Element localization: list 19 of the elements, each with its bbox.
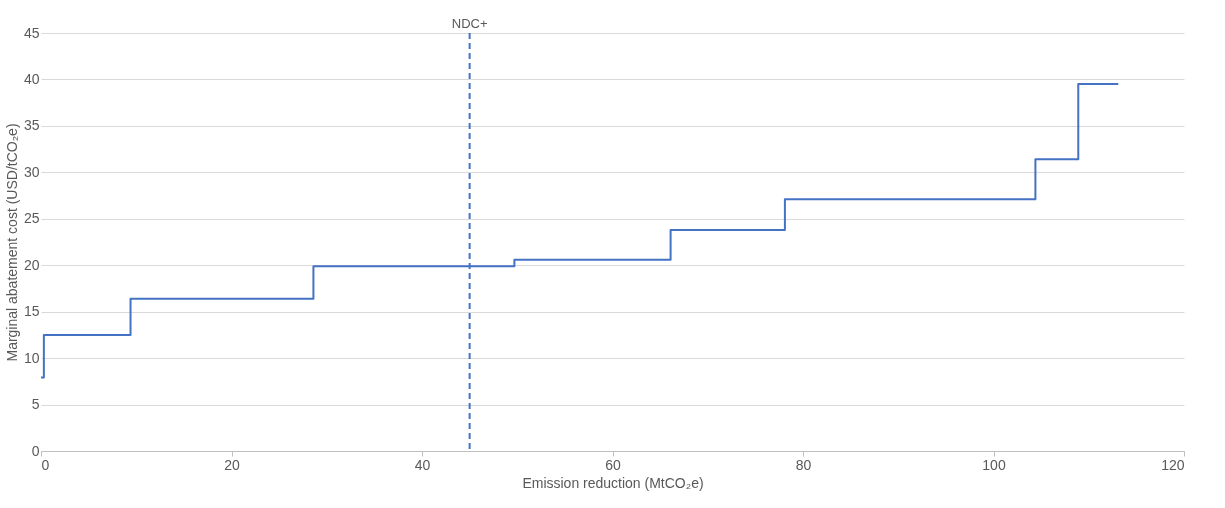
y-tick-label: 35	[23, 117, 40, 134]
y-tick-label: 25	[23, 210, 40, 227]
y-tick-label: 15	[23, 303, 40, 320]
y-tick-label: 5	[31, 396, 40, 413]
x-tick-label: 100	[982, 456, 1006, 473]
y-tick-label: 40	[23, 70, 40, 87]
x-tick-label: 40	[414, 456, 431, 473]
x-tick-label: 80	[795, 456, 812, 473]
x-tick-label: 20	[224, 456, 240, 473]
y-tick-label: 0	[31, 442, 40, 459]
y-axis-title: Marginal abatement cost (USD/tCO₂e)	[3, 123, 20, 362]
y-tick-label: 45	[23, 24, 40, 41]
x-tick-label: 120	[1161, 456, 1185, 473]
y-tick-label: 20	[23, 256, 40, 273]
x-tick-label: 60	[605, 456, 621, 473]
y-tick-label: 30	[23, 163, 40, 180]
y-tick-label: 10	[23, 349, 40, 366]
ref-line-label: NDC+	[451, 16, 488, 31]
x-axis-title: Emission reduction (MtCO₂e)	[522, 474, 704, 491]
